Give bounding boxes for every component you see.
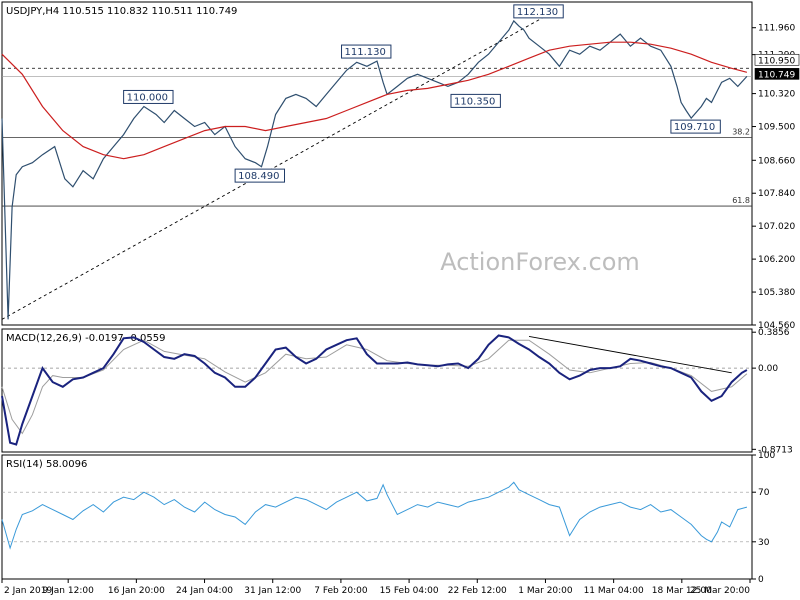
x-tick-label: 1 Mar 20:00 [518, 586, 573, 596]
swing-label: 108.490 [238, 171, 279, 182]
x-tick-label: 18 Mar 12:00 [652, 586, 712, 596]
main-panel-title: USDJPY,H4 110.515 110.832 110.511 110.74… [6, 6, 237, 17]
price-tags: 110.950 110.749 [754, 53, 800, 80]
y-tick-label: 0.00 [758, 364, 778, 374]
x-tick-label: 15 Feb 04:00 [380, 586, 439, 596]
x-tick-label: 9 Jan 12:00 [43, 586, 95, 596]
swing-label-box [123, 89, 174, 104]
rsi-panel: RSI(14) 58.0096 100 70 30 0 [1, 451, 775, 585]
x-tick-label: 25 Mar 20:00 [690, 586, 750, 596]
price-tag-box [754, 68, 800, 80]
macd-panel: MACD(12,26,9) -0.0197 -0.0559 0.3856 0.00… [1, 328, 793, 455]
y-tick-label: 107.840 [758, 189, 795, 199]
swing-label-box [450, 93, 501, 108]
price-series [1, 19, 748, 320]
swing-label-box [670, 119, 721, 134]
x-tick-label: 7 Feb 20:00 [314, 586, 368, 596]
fib-label: 38.2 [732, 127, 750, 136]
y-tick-label: 100 [758, 451, 775, 461]
y-tick-label: 104.560 [758, 321, 795, 331]
series-macd [1, 334, 748, 446]
swing-label: 110.350 [454, 96, 495, 107]
y-tick-label: -0.8713 [758, 445, 793, 455]
x-tick-label: 2 Jan 2019 [4, 586, 52, 596]
watermark: ActionForex.com [440, 248, 640, 276]
series-rsi [1, 481, 748, 550]
y-tick-label: 111.960 [758, 24, 795, 34]
y-tick-label: 0.3856 [758, 328, 790, 338]
macd-series [1, 334, 748, 446]
rsi-panel-title: RSI(14) 58.0096 [6, 459, 87, 470]
swing-label: 112.130 [517, 7, 558, 18]
fib-lines: 38.2 61.8 [1, 13, 752, 320]
x-tick-label: 24 Jan 04:00 [176, 586, 233, 596]
swing-label-box [341, 44, 392, 59]
main-y-axis: 111.960111.290110.320109.500108.660107.8… [752, 24, 795, 331]
swing-label-box [513, 4, 564, 19]
x-tick-label: 11 Mar 04:00 [584, 586, 644, 596]
x-tick-label: 16 Jan 20:00 [108, 586, 165, 596]
y-tick-label: 105.380 [758, 288, 795, 298]
main-panel: USDJPY,H4 110.515 110.832 110.511 110.74… [1, 1, 800, 331]
x-tick-label: 22 Feb 12:00 [448, 586, 507, 596]
macd-panel-frame [1, 328, 753, 453]
y-tick-label: 108.660 [758, 156, 795, 166]
price-tag-label: 110.749 [758, 70, 795, 80]
rsi-series [1, 481, 748, 550]
price-tag-box [754, 53, 800, 66]
y-tick-label: 30 [758, 538, 770, 548]
swing-label: 111.130 [345, 47, 386, 58]
swing-label: 109.710 [674, 122, 715, 133]
macd-y-axis: 0.3856 0.00 -0.8713 [2, 328, 793, 455]
y-tick-label: 70 [758, 488, 770, 498]
x-tick-label: 31 Jan 12:00 [244, 586, 301, 596]
y-tick-label: 110.320 [758, 90, 795, 100]
macd-panel-title: MACD(12,26,9) -0.0197 -0.0559 [6, 333, 166, 344]
rsi-y-axis: 100 70 30 0 [2, 451, 775, 585]
y-tick-label: 109.500 [758, 123, 795, 133]
y-tick-label: 0 [758, 575, 764, 585]
swing-labels: 110.000 108.490 111.130 110.350 112.130 109.7… [123, 4, 721, 183]
y-tick-label: 106.200 [758, 255, 795, 265]
rising-trend-line [1, 13, 550, 320]
swing-label-box [234, 168, 286, 183]
y-tick-label: 107.020 [758, 222, 795, 232]
price-tag-label: 110.950 [758, 56, 795, 66]
macd-trend-line [528, 336, 732, 374]
fib-label: 61.8 [732, 196, 750, 205]
series-sma [1, 41, 748, 160]
rsi-panel-frame [1, 454, 753, 580]
swing-label: 110.000 [127, 92, 168, 103]
